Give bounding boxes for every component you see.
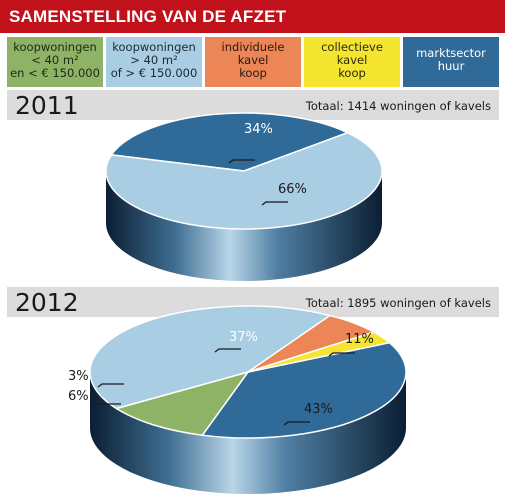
pie-slice [110, 112, 350, 172]
legend-item-2: koopwoningen > 40 m² of > € 150.000 [106, 37, 202, 87]
chart-title: SAMENSTELLING VAN DE AFZET [9, 7, 287, 26]
pie-slice [247, 331, 392, 373]
legend-item-line: en < € 150.000 [10, 66, 100, 80]
pie-label-leader [261, 201, 288, 206]
legend-item-line: collectieve [321, 40, 383, 54]
legend-item-line: of > € 150.000 [110, 66, 198, 80]
pie-label-leader [283, 421, 310, 426]
pie-slice [105, 131, 383, 230]
pie-label-leader [228, 159, 255, 164]
pie-label-leader [94, 403, 121, 408]
year-label-2012: 2012 [15, 288, 79, 317]
legend-item-1: koopwoningen < 40 m² en < € 150.000 [7, 37, 103, 87]
pie-slice-label: 43% [304, 402, 333, 417]
legend-item-3: individuele kavel koop [205, 37, 301, 87]
legend-item-line: < 40 m² [31, 53, 79, 67]
pie-2011: 34% 66% [105, 112, 383, 281]
total-label-2011: Totaal: 1414 woningen of kavels [305, 99, 491, 113]
pie-slice-label: 37% [229, 330, 258, 345]
year-label-2011: 2011 [15, 91, 79, 120]
legend-item-line: kavel [336, 53, 368, 67]
pie-2012: 37% 11% 43% 6% 3% [68, 305, 407, 494]
legend-item-line: koopwoningen [13, 40, 97, 54]
total-label-2012: Totaal: 1895 woningen of kavels [305, 296, 491, 310]
legend-item-line: kavel [237, 53, 269, 67]
legend-item-line: koopwoningen [112, 40, 196, 54]
pie-slice [89, 305, 332, 410]
pie-label-leader [328, 352, 355, 357]
pie-slice-label: 34% [244, 122, 273, 137]
pie-slice-label: 66% [278, 182, 307, 197]
pie-label-leader [97, 383, 124, 388]
legend-item-line: marktsector [416, 46, 486, 60]
legend-item-5: marktsector huur [403, 37, 499, 87]
legend-item-line: individuele [221, 40, 285, 54]
pie-slice-label: 6% [68, 389, 89, 404]
pie-slice [200, 341, 407, 439]
pie-slice-label: 11% [345, 332, 374, 347]
legend-item-4: collectieve kavel koop [304, 37, 400, 87]
legend-item-line: huur [437, 59, 465, 73]
legend-item-line: > 40 m² [130, 53, 178, 67]
title-bar: SAMENSTELLING VAN DE AFZET [0, 0, 505, 33]
legend-item-line: koop [239, 66, 267, 80]
legend-item-line: koop [338, 66, 366, 80]
pie-slice-label: 3% [68, 369, 89, 384]
pie-label-leader [214, 348, 241, 353]
pie-slice [114, 370, 250, 436]
